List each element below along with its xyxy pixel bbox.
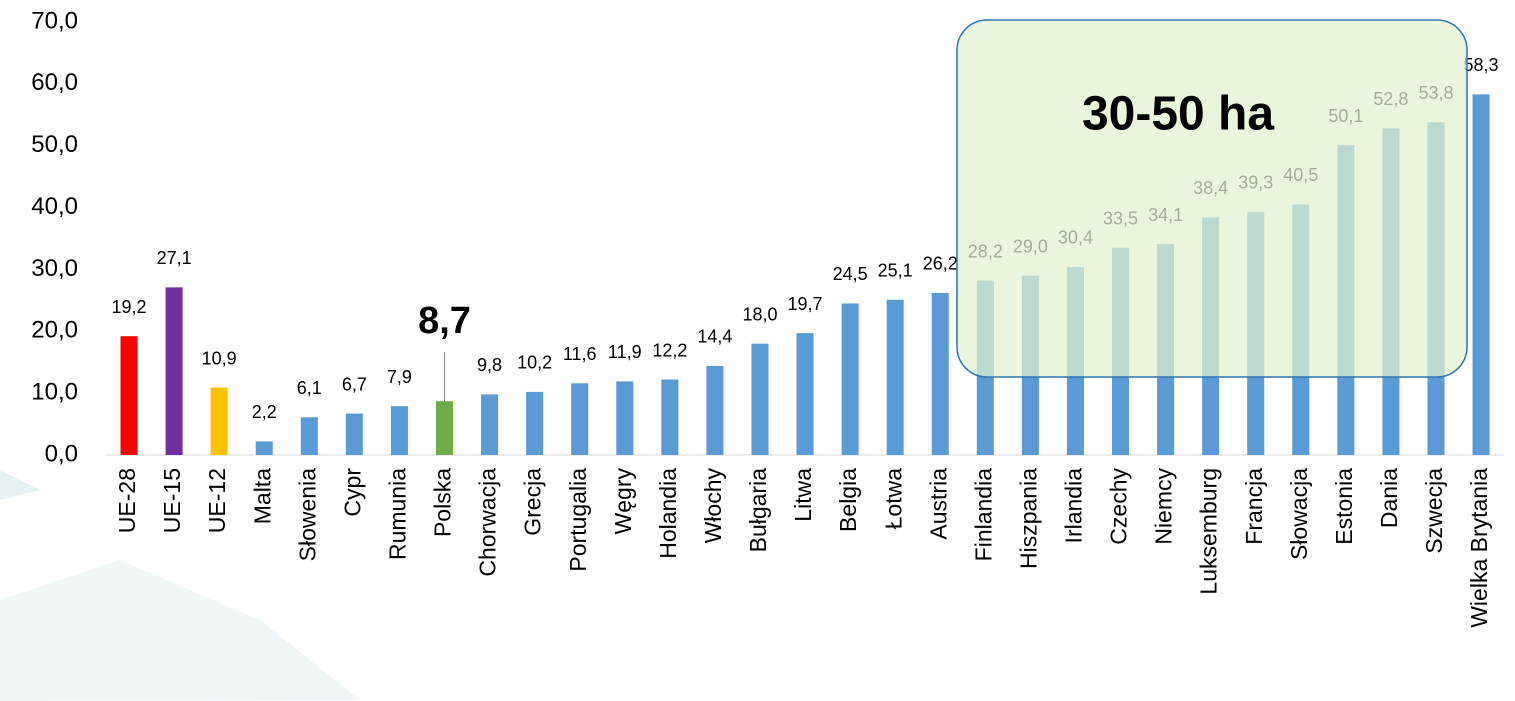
y-tick-label: 40,0 (31, 193, 78, 220)
x-tick-label: Niemcy (1151, 468, 1177, 545)
x-tick-label: Wielka Brytania (1466, 468, 1492, 628)
x-tick-label: Łotwa (880, 468, 906, 530)
x-tick-label: Słowacja (1286, 468, 1312, 560)
x-tick-label: Portugalia (565, 468, 591, 572)
bar (931, 292, 949, 455)
bar (571, 383, 589, 455)
x-tick-label: Holandia (655, 468, 681, 559)
bar (300, 417, 318, 455)
x-tick-label: Malta (249, 468, 275, 524)
value-label: 8,7 (418, 300, 471, 342)
x-tick-label: Francja (1241, 468, 1267, 545)
value-label: 6,7 (342, 374, 367, 394)
bar (661, 379, 679, 455)
x-tick-label: Polska (430, 468, 456, 537)
value-label: 12,2 (652, 340, 687, 360)
value-label: 6,1 (297, 378, 322, 398)
value-label: 18,0 (742, 304, 777, 324)
bar (1472, 94, 1490, 455)
x-tick-label: Bułgaria (745, 468, 771, 553)
bar (390, 406, 408, 455)
x-tick-label: Słowenia (294, 468, 320, 562)
value-label: 10,2 (517, 353, 552, 373)
x-tick-label: UE-15 (159, 468, 185, 533)
bar (796, 333, 814, 455)
value-label: 2,2 (252, 402, 277, 422)
x-tick-label: Cypr (339, 468, 365, 517)
x-tick-label: Dania (1376, 468, 1402, 528)
value-label: 26,2 (923, 254, 958, 274)
value-label: 58,3 (1464, 55, 1499, 75)
value-label: 9,8 (477, 355, 502, 375)
x-tick-label: Chorwacja (475, 468, 501, 577)
bar (526, 391, 544, 455)
annotation-box (956, 19, 1468, 378)
x-tick-label: Węgry (610, 468, 636, 535)
x-tick-label: Szwecja (1421, 468, 1447, 554)
x-tick-label: UE-12 (204, 468, 230, 533)
value-label: 10,9 (202, 348, 237, 368)
bar (435, 401, 454, 455)
x-tick-label: Luksemburg (1196, 468, 1222, 595)
annotation: 30-50 ha (1082, 88, 1274, 141)
y-tick-label: 20,0 (31, 317, 78, 344)
x-tick-label: Austria (925, 468, 951, 540)
x-tick-label: Włochy (700, 468, 726, 544)
value-label: 24,5 (833, 264, 868, 284)
bar (841, 303, 859, 455)
x-tick-label: Rumunia (385, 468, 411, 560)
y-tick-label: 0,0 (45, 440, 78, 467)
bar (616, 381, 634, 455)
x-tick-label: Hiszpania (1015, 468, 1041, 569)
value-label: 19,7 (788, 294, 823, 314)
value-label: 19,2 (112, 297, 147, 317)
x-tick-label: Irlandia (1061, 468, 1087, 544)
bar (751, 343, 769, 455)
bar (210, 387, 228, 455)
y-tick-label: 30,0 (31, 255, 78, 282)
bar (120, 336, 138, 455)
bar (481, 394, 499, 455)
y-tick-label: 50,0 (31, 131, 78, 158)
bar (165, 287, 183, 455)
x-tick-label: Finlandia (970, 468, 996, 562)
x-tick-label: Czechy (1106, 468, 1132, 545)
y-tick-label: 10,0 (31, 378, 78, 405)
bar (345, 413, 363, 455)
value-label: 27,1 (157, 248, 192, 268)
x-tick-label: Litwa (790, 468, 816, 522)
y-tick-label: 60,0 (31, 69, 78, 96)
y-tick-label: 70,0 (31, 7, 78, 34)
value-label: 14,4 (697, 327, 732, 347)
value-label: 25,1 (878, 260, 913, 280)
x-tick-label: UE-28 (114, 468, 140, 533)
value-label: 7,9 (387, 367, 412, 387)
x-tick-label: Estonia (1331, 468, 1357, 545)
bar (706, 365, 724, 455)
value-label: 11,9 (608, 342, 642, 362)
background-decoration (0, 470, 360, 701)
x-tick-label: Belgia (835, 468, 861, 532)
x-tick-label: Grecja (520, 468, 546, 536)
bar (886, 299, 904, 455)
value-label: 11,6 (563, 344, 597, 364)
bar (255, 441, 273, 455)
